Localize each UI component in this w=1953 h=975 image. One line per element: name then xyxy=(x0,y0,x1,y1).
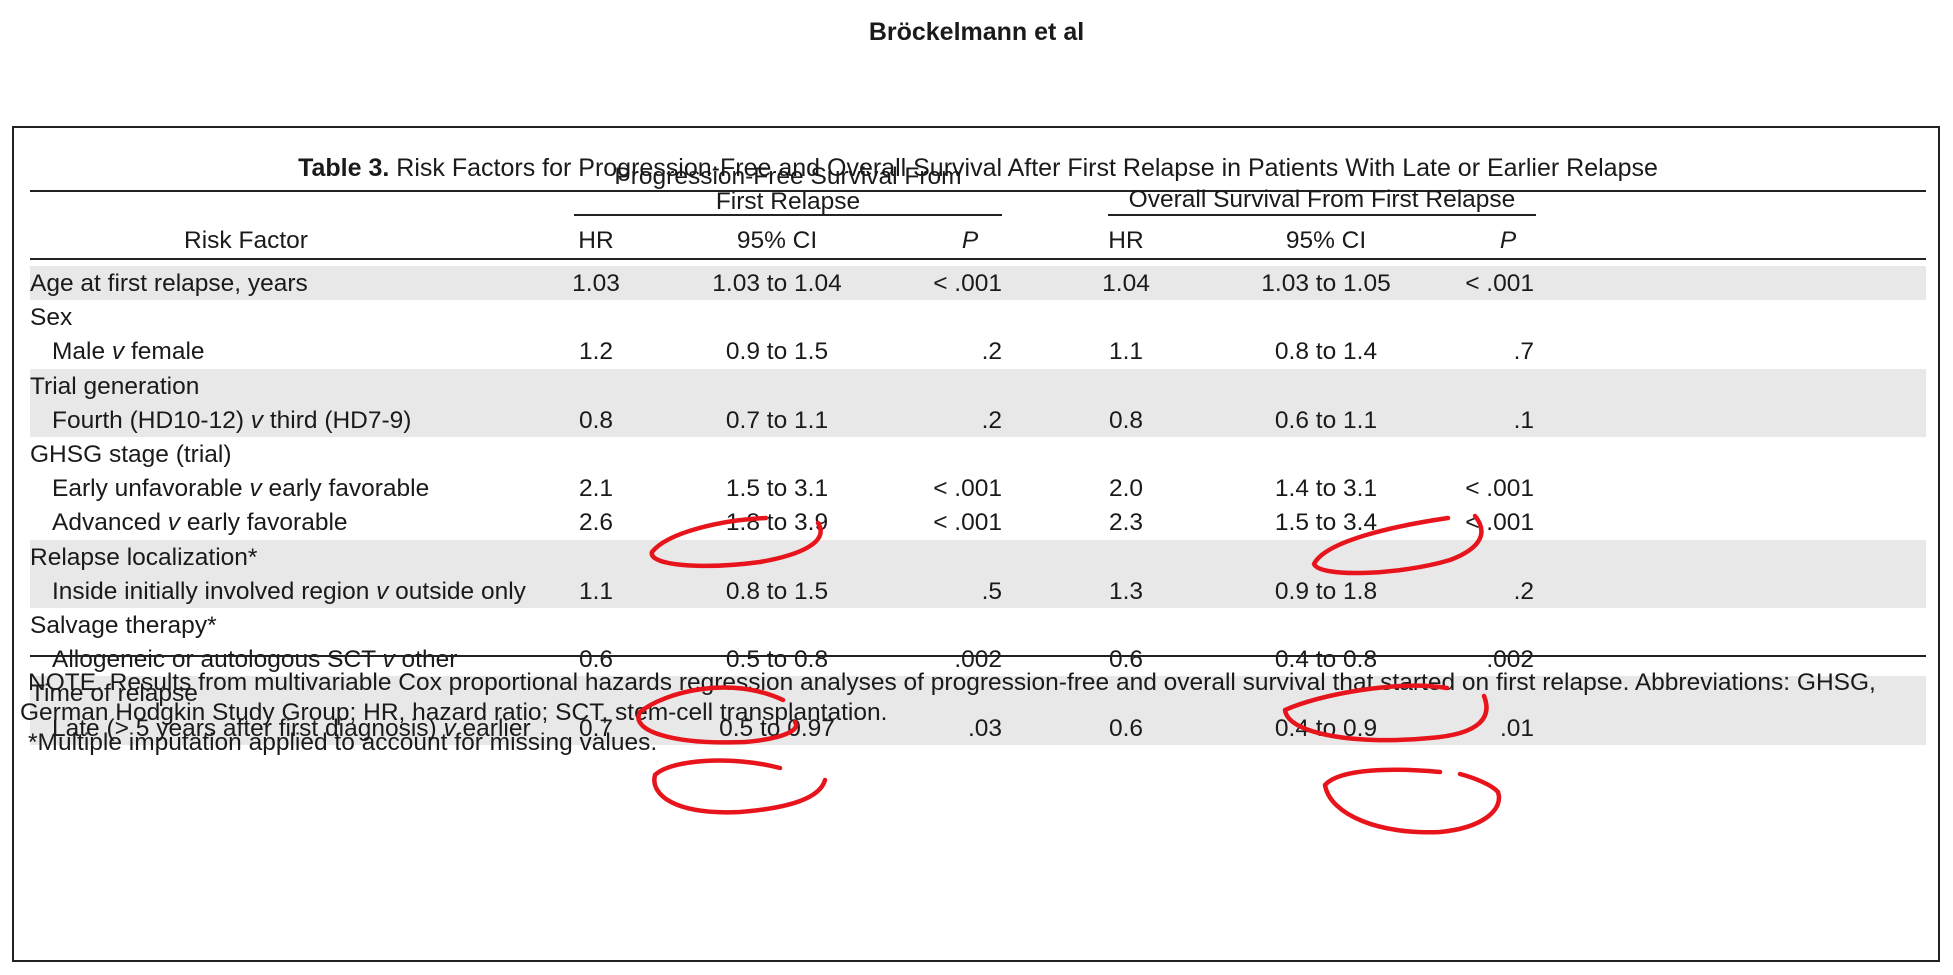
row-label: Trial generation xyxy=(30,372,200,400)
cell-hr2: 1.1 xyxy=(1108,338,1144,366)
col-risk-factor: Risk Factor xyxy=(184,227,308,254)
bottom-rule xyxy=(30,655,1926,657)
cell-ci2: 1.5 to 3.4 xyxy=(1274,509,1378,537)
running-head: Bröckelmann et al xyxy=(868,18,1085,46)
note-line: NOTE. Results from multivariable Cox pro… xyxy=(20,669,1876,726)
cell-ci1: 0.8 to 1.5 xyxy=(725,577,829,605)
cell-ci1: 1.8 to 3.9 xyxy=(725,509,829,537)
cell-ci1: 1.5 to 3.1 xyxy=(725,475,829,503)
cell-hr1: 0.8 xyxy=(578,406,614,434)
row-label: Inside initially involved region v outsi… xyxy=(52,577,526,605)
cell-hr2: 2.3 xyxy=(1108,509,1144,537)
pfs-group-rule xyxy=(574,214,1002,216)
row-label: Salvage therapy* xyxy=(30,612,217,639)
col-hr-os: HR xyxy=(1108,227,1144,254)
cell-p2: .01 xyxy=(1499,714,1534,742)
cell-p1: < .001 xyxy=(933,270,1002,297)
pfs-group-line2: First Relapse xyxy=(715,188,861,215)
cell-hr2: 0.6 xyxy=(1108,714,1144,742)
os-group-rule xyxy=(1108,214,1536,216)
col-ci-os: 95% CI xyxy=(1285,227,1367,254)
cell-ci1: 1.03 to 1.04 xyxy=(712,270,842,297)
row-shading xyxy=(30,539,1926,608)
cell-p1: .2 xyxy=(981,338,1002,366)
row-label: Male v female xyxy=(52,338,205,366)
cell-ci2: 0.8 to 1.4 xyxy=(1274,338,1378,366)
cell-p1: < .001 xyxy=(933,475,1002,503)
cell-ci2: 0.4 to 0.8 xyxy=(1274,646,1378,674)
row-shading xyxy=(30,676,1926,745)
cell-p1: .5 xyxy=(981,577,1002,605)
col-ci-pfs: 95% CI xyxy=(736,227,818,254)
cell-p1: .03 xyxy=(967,714,1002,742)
cell-hr2: 0.8 xyxy=(1108,406,1144,434)
col-p-os: P xyxy=(1499,227,1517,254)
table-caption: Table 3. Risk Factors for Progression-Fr… xyxy=(14,154,1942,183)
row-label: Time of relapse xyxy=(30,680,198,708)
cell-p2: .002 xyxy=(1486,646,1534,674)
cell-hr2: 1.04 xyxy=(1102,270,1150,297)
cell-p1: .2 xyxy=(981,406,1002,434)
col-p-pfs: P xyxy=(961,227,979,254)
cell-hr1: 2.6 xyxy=(578,509,614,537)
cell-p2: .1 xyxy=(1513,406,1534,434)
pfs-group-line1: Progression-Free Survival From xyxy=(614,163,962,190)
table-3: Table 3. Risk Factors for Progression-Fr… xyxy=(12,126,1940,962)
cell-hr2: 1.3 xyxy=(1108,577,1144,605)
table-label: Table 3. xyxy=(298,154,390,182)
row-label: GHSG stage (trial) xyxy=(30,441,232,468)
table-note: NOTE. Results from multivariable Cox pro… xyxy=(20,668,1932,758)
row-label: Advanced v early favorable xyxy=(52,509,348,537)
row-shading xyxy=(30,368,1926,437)
cell-ci1: 0.7 to 1.1 xyxy=(725,406,829,434)
caption-rule xyxy=(30,190,1926,192)
cell-ci2: 0.6 to 1.1 xyxy=(1274,406,1378,434)
cell-hr1: 2.1 xyxy=(578,475,614,503)
cell-hr1: 0.7 xyxy=(578,714,614,742)
os-group-header: Overall Survival From First Relapse xyxy=(1128,186,1516,213)
row-shading xyxy=(30,266,1926,301)
cell-p2: < .001 xyxy=(1465,270,1534,297)
cell-ci1: 0.5 to 0.8 xyxy=(725,646,829,674)
cell-p2: .7 xyxy=(1513,338,1534,366)
cell-p1: < .001 xyxy=(933,509,1002,537)
cell-ci1: 0.9 to 1.5 xyxy=(725,338,829,366)
cell-ci2: 1.03 to 1.05 xyxy=(1261,270,1391,297)
row-label: Late (> 5 years after first diagnosis) v… xyxy=(52,714,531,742)
row-label: Allogeneic or autologous SCT v other xyxy=(52,646,458,674)
pfs-group-header: Progression-Free Survival From First Rel… xyxy=(574,164,1002,214)
cell-hr1: 1.2 xyxy=(578,338,614,366)
cell-hr1: 0.6 xyxy=(578,646,614,674)
cell-p2: < .001 xyxy=(1465,475,1534,503)
cell-ci2: 0.9 to 1.8 xyxy=(1274,577,1378,605)
row-label: Early unfavorable v early favorable xyxy=(52,475,430,503)
cell-ci2: 1.4 to 3.1 xyxy=(1274,475,1378,503)
cell-hr1: 1.1 xyxy=(578,577,614,605)
col-hr-pfs: HR xyxy=(578,227,614,254)
cell-hr2: 0.6 xyxy=(1108,646,1144,674)
row-label: Sex xyxy=(30,304,73,332)
row-label: Relapse localization* xyxy=(30,543,258,571)
cell-p2: < .001 xyxy=(1465,509,1534,537)
cell-hr2: 2.0 xyxy=(1108,475,1144,503)
footnote-line: *Multiple imputation applied to account … xyxy=(28,729,658,756)
cell-hr1: 1.03 xyxy=(572,270,620,297)
header-rule xyxy=(30,258,1926,260)
cell-p1: .002 xyxy=(954,646,1002,674)
row-label: Age at first relapse, years xyxy=(30,270,308,297)
table-title: Risk Factors for Progression-Free and Ov… xyxy=(396,154,1658,182)
row-label: Fourth (HD10-12) v third (HD7-9) xyxy=(52,406,412,434)
cell-p2: .2 xyxy=(1513,577,1534,605)
